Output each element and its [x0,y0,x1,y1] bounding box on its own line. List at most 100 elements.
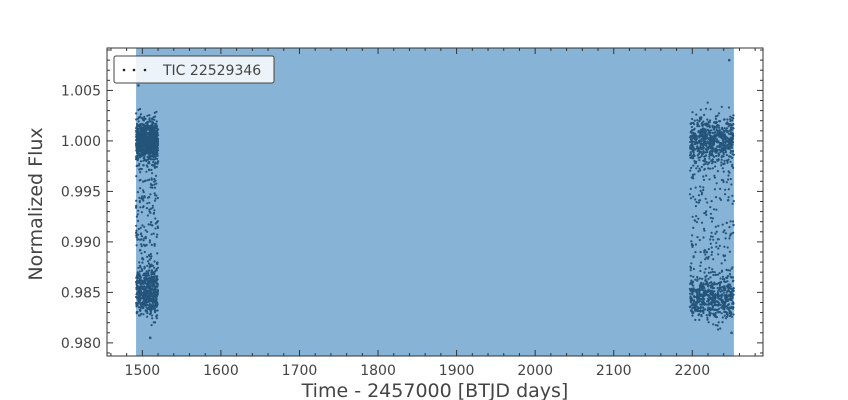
data-point [711,162,714,165]
data-point [697,194,701,197]
data-point [692,121,695,125]
data-point [718,284,722,287]
data-point [155,277,159,280]
data-point [150,314,154,317]
data-point [146,202,149,205]
data-point [731,287,735,290]
data-point [135,135,138,138]
data-point [692,164,695,167]
data-point [142,119,145,122]
data-point [711,294,714,297]
data-point [702,188,705,192]
data-point [713,131,717,134]
data-point [698,159,701,162]
data-point [722,155,725,158]
data-point [731,128,734,131]
data-point [150,233,153,236]
data-point [696,279,699,282]
data-point [717,321,720,324]
data-point [689,306,692,309]
data-point [153,152,156,155]
data-point [697,135,700,138]
data-point [697,314,700,317]
data-point [726,143,730,146]
data-point [714,273,718,276]
data-point [146,312,149,315]
data-point [711,217,715,220]
data-point [716,286,719,290]
data-point [145,296,149,299]
data-point [142,301,145,304]
data-point [731,301,734,304]
data-point [696,300,699,303]
data-point [706,257,710,260]
data-point [714,308,717,311]
data-point [702,175,705,178]
data-point [691,141,694,144]
data-point [145,143,149,146]
data-point [147,121,150,124]
data-point [155,110,158,113]
data-point [724,193,727,196]
data-point [727,132,731,135]
data-point [718,244,721,247]
data-point [691,282,694,285]
data-point [151,302,154,305]
data-point [692,145,695,149]
data-point [697,139,701,142]
data-point [729,220,732,223]
data-point [699,185,702,188]
data-point [715,316,719,319]
data-point [155,267,158,271]
data-point [150,120,153,123]
data-point [730,232,733,235]
data-point [718,153,721,156]
data-point [704,253,707,256]
data-point [712,208,716,211]
data-point [135,122,139,126]
data-point [708,153,711,156]
data-point [146,124,149,127]
data-point [695,221,699,224]
data-point [732,200,735,203]
data-point [146,214,149,217]
data-point [725,159,728,162]
data-point [141,206,145,209]
data-point [692,153,695,156]
data-point [722,285,725,288]
data-point [153,283,156,286]
data-point [690,279,693,282]
data-point [732,313,735,316]
data-point [717,247,720,250]
data-point [719,149,722,153]
data-point [713,304,716,307]
data-point [724,317,728,320]
data-point [723,278,726,281]
data-point [727,106,731,109]
data-point [151,134,154,137]
data-point [689,135,692,138]
data-point [710,302,713,305]
data-point [147,168,151,171]
data-point [148,300,151,303]
data-point [691,144,694,147]
data-point [727,158,730,161]
data-point [710,200,713,203]
data-point [707,277,710,280]
data-point [147,162,150,165]
data-point [699,169,702,172]
data-point [714,115,718,118]
data-point [689,269,692,272]
data-point [728,250,732,253]
data-point [707,142,710,145]
data-point [706,134,709,137]
data-point [140,235,144,238]
data-point [709,235,713,238]
data-point [710,297,713,301]
data-point [727,125,730,128]
data-point [702,120,705,123]
data-point [155,300,158,303]
data-point [728,237,731,240]
data-point [722,287,726,290]
data-point [723,245,726,248]
